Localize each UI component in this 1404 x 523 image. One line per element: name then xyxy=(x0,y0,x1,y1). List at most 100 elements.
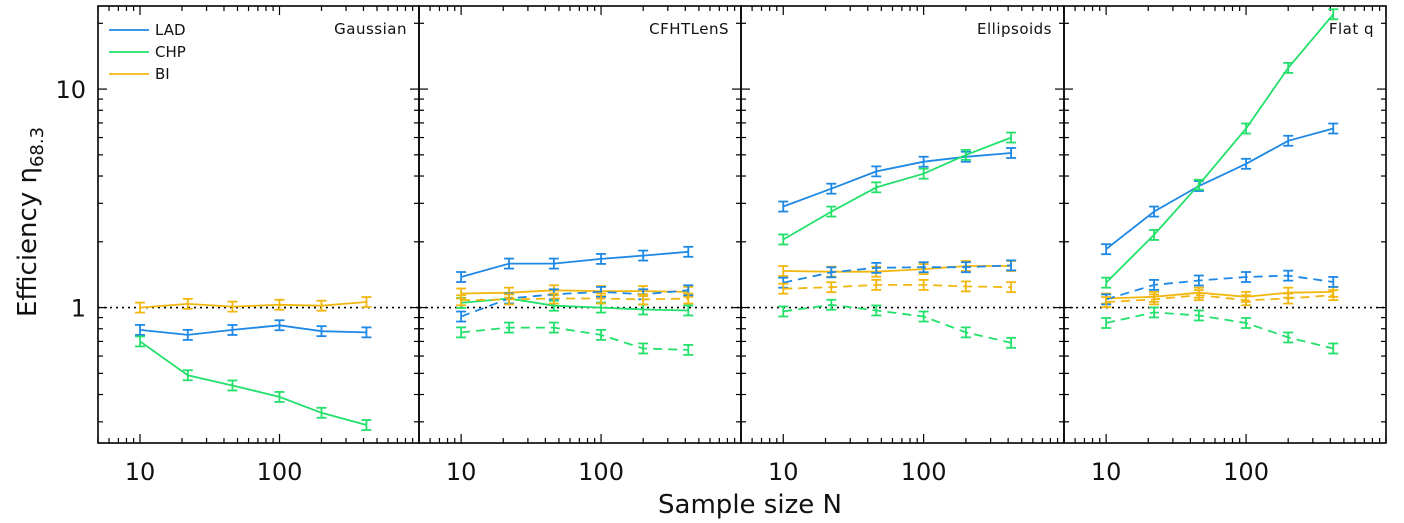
legend-item-bi: BI xyxy=(109,65,170,83)
y-axis-title: Efficiency η68.3 xyxy=(13,127,48,317)
series-bi-dashed-line xyxy=(1106,294,1334,303)
data-point xyxy=(638,249,649,262)
data-point xyxy=(778,265,789,277)
data-point xyxy=(1149,306,1160,319)
data-point xyxy=(826,281,837,294)
series-lad-solid xyxy=(456,245,694,283)
series-chp-dashed-line xyxy=(1105,311,1334,350)
data-point xyxy=(504,293,515,306)
series-bi-solid-line xyxy=(139,301,367,309)
series-lad-dashed-line xyxy=(783,264,1012,284)
data-point xyxy=(918,261,929,274)
y-tick-label: 10 xyxy=(55,76,86,104)
data-point xyxy=(1328,342,1339,355)
y-axis-title-subscript: 68.3 xyxy=(27,127,48,167)
data-point xyxy=(871,181,882,194)
panel-cfhtlens: 10 100 CFHTLenS xyxy=(418,5,742,486)
data-point xyxy=(1283,62,1294,74)
data-point xyxy=(1101,317,1112,329)
x-axis-title: Sample size N xyxy=(658,490,842,520)
data-point xyxy=(960,326,971,339)
data-point xyxy=(826,182,837,195)
x-tick-label: 100 xyxy=(901,458,947,486)
data-point xyxy=(1283,134,1294,147)
x-tick-label: 100 xyxy=(578,458,624,486)
series-chp-solid xyxy=(1101,8,1339,289)
y-axis-title-main: Efficiency η xyxy=(13,167,43,317)
data-point xyxy=(871,304,882,317)
legend-label: BI xyxy=(155,65,170,83)
labels-layer: Sample size N Efficiency η68.3 xyxy=(13,127,842,520)
data-point xyxy=(918,167,929,180)
series-chp-dashed-line xyxy=(461,326,689,351)
data-point xyxy=(1006,336,1017,349)
data-point xyxy=(683,245,694,258)
x-tick-label: 10 xyxy=(125,458,156,486)
data-point xyxy=(778,200,789,213)
data-point xyxy=(638,342,649,355)
data-point xyxy=(826,298,837,311)
data-point xyxy=(1149,205,1160,218)
panel-gaussian: 10 100 1 10 Gaussian xyxy=(55,5,420,486)
data-point xyxy=(274,391,285,403)
data-point xyxy=(361,419,372,431)
panel-title: Gaussian xyxy=(334,20,407,38)
data-point xyxy=(918,278,929,291)
panel-frame xyxy=(740,5,1065,444)
series-lad-solid-line xyxy=(1105,127,1334,250)
x-tick-label: 10 xyxy=(446,458,477,486)
series-bi-solid xyxy=(456,284,694,300)
data-point xyxy=(778,282,789,295)
data-point xyxy=(182,369,193,382)
data-point xyxy=(227,300,238,313)
data-point xyxy=(1101,276,1112,289)
x-tick-label: 10 xyxy=(768,458,799,486)
data-point xyxy=(548,292,559,305)
series-chp-solid-line xyxy=(1105,13,1334,284)
data-point xyxy=(1241,317,1252,329)
series-chp-dashed xyxy=(778,298,1017,349)
x-tick-label: 100 xyxy=(257,458,303,486)
series-lad-solid-line xyxy=(782,152,1012,208)
series-bi-dashed-line xyxy=(461,297,689,302)
series-lad-dashed-line xyxy=(1105,274,1334,301)
data-point xyxy=(638,293,649,306)
legend-label: CHP xyxy=(155,43,186,61)
series-lad-dashed xyxy=(1101,269,1339,306)
data-point xyxy=(456,310,467,323)
data-point xyxy=(316,406,327,419)
data-point xyxy=(182,328,193,341)
series-chp-dashed-line xyxy=(783,303,1012,344)
data-point xyxy=(1149,293,1160,306)
legend-item-chp: CHP xyxy=(109,43,186,61)
data-point xyxy=(778,233,789,246)
panel-frame xyxy=(418,5,742,444)
panel-title: CFHTLenS xyxy=(649,20,729,38)
data-point xyxy=(1006,131,1017,144)
series-lad-solid xyxy=(1101,122,1339,256)
y-tick-label: 1 xyxy=(71,295,86,323)
data-point xyxy=(456,326,467,339)
series-chp-solid-line xyxy=(782,136,1012,241)
series-bi-solid-line xyxy=(461,289,689,295)
series-lad-solid xyxy=(134,319,372,341)
data-point xyxy=(316,299,327,312)
series-chp-solid xyxy=(134,335,372,431)
panels-layer: 10 100 1 10 Gaussian 10 100 CFHTLenS 10 100 Ellips… xyxy=(55,5,1387,486)
legend-item-lad: LAD xyxy=(109,21,186,39)
data-point xyxy=(1193,289,1204,302)
series-lad-dashed xyxy=(778,259,1017,289)
series-bi-solid-line xyxy=(1106,291,1334,300)
legend-label: LAD xyxy=(155,21,186,39)
data-point xyxy=(871,165,882,178)
data-point xyxy=(274,298,285,311)
data-point xyxy=(548,321,559,334)
series-bi-dashed xyxy=(778,278,1017,295)
series-chp-dashed xyxy=(1101,306,1339,355)
data-point xyxy=(1283,269,1294,282)
data-point xyxy=(548,257,559,270)
data-point xyxy=(1149,229,1160,241)
data-point xyxy=(960,261,971,274)
data-point xyxy=(1006,281,1017,294)
